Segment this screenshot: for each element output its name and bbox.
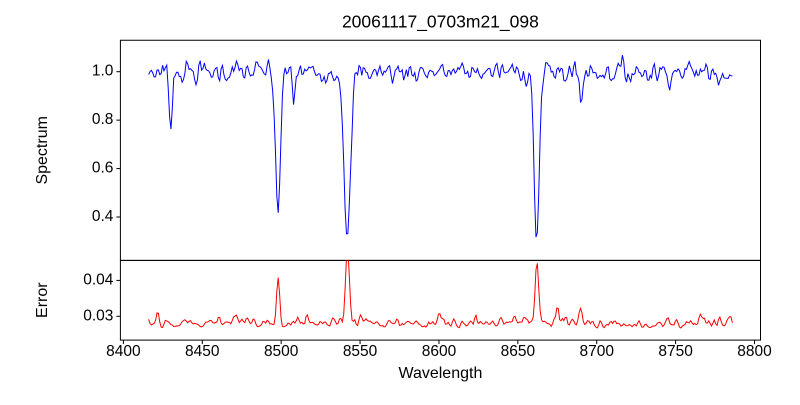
svg-text:8600: 8600 [422,343,457,360]
svg-text:20061117_0703m21_098: 20061117_0703m21_098 [342,12,539,33]
svg-text:Spectrum: Spectrum [34,116,51,184]
svg-text:Wavelength: Wavelength [398,365,482,382]
svg-text:0.8: 0.8 [92,111,114,128]
svg-text:0.4: 0.4 [92,208,114,225]
svg-text:8450: 8450 [185,343,220,360]
svg-text:1.0: 1.0 [92,63,114,80]
svg-text:8750: 8750 [658,343,693,360]
svg-text:8500: 8500 [264,343,299,360]
svg-text:Error: Error [34,282,51,318]
svg-text:0.04: 0.04 [83,271,114,288]
svg-text:8550: 8550 [343,343,378,360]
svg-text:8400: 8400 [106,343,141,360]
svg-text:0.03: 0.03 [83,307,113,324]
svg-text:0.6: 0.6 [92,160,114,177]
svg-text:8650: 8650 [501,343,536,360]
svg-text:8700: 8700 [579,343,614,360]
svg-text:8800: 8800 [737,343,772,360]
